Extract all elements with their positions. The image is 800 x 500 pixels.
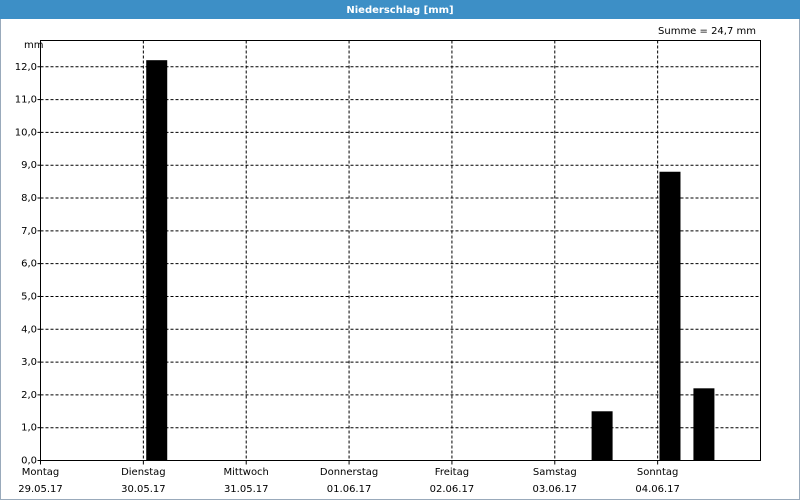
x-tick-date: 04.06.17 [635, 484, 680, 495]
y-tick-label: 3,0 [21, 357, 37, 368]
bar [591, 411, 613, 461]
sum-annotation: Summe = 24,7 mm [658, 26, 756, 37]
plot-frame [40, 40, 761, 461]
x-tick-date: 30.05.17 [121, 484, 166, 495]
bar [659, 171, 681, 461]
x-tick-label: Mittwoch [224, 467, 269, 478]
x-tick-date: 02.06.17 [430, 484, 475, 495]
title-bar [0, 0, 800, 19]
y-tick-label: 0,0 [21, 456, 37, 467]
y-tick-label: 10,0 [15, 127, 37, 138]
y-tick-label: 9,0 [21, 160, 37, 171]
x-tick-label: Dienstag [121, 467, 166, 478]
x-tick-date: 03.06.17 [533, 484, 578, 495]
bar [146, 60, 168, 461]
y-tick-label: 2,0 [21, 390, 37, 401]
y-tick-label: 1,0 [21, 423, 37, 434]
x-tick-date: 01.06.17 [327, 484, 372, 495]
x-tick-label: Samstag [533, 467, 577, 478]
x-tick-label: Montag [22, 467, 59, 478]
y-tick-label: 6,0 [21, 259, 37, 270]
x-tick-date: 31.05.17 [224, 484, 269, 495]
y-tick-label: 4,0 [21, 324, 37, 335]
x-tick-label: Freitag [435, 467, 469, 478]
chart-title: Niederschlag [mm] [346, 5, 453, 16]
x-tick-label: Sonntag [637, 467, 679, 478]
y-tick-label: 12,0 [15, 62, 37, 73]
y-tick-label: 8,0 [21, 193, 37, 204]
x-tick-label: Donnerstag [320, 467, 378, 478]
y-tick-label: 5,0 [21, 291, 37, 302]
y-tick-label: 7,0 [21, 226, 37, 237]
bar [693, 388, 715, 461]
y-tick-label: 11,0 [15, 95, 37, 106]
x-tick-date: 29.05.17 [18, 484, 63, 495]
y-unit: mm [24, 40, 43, 51]
